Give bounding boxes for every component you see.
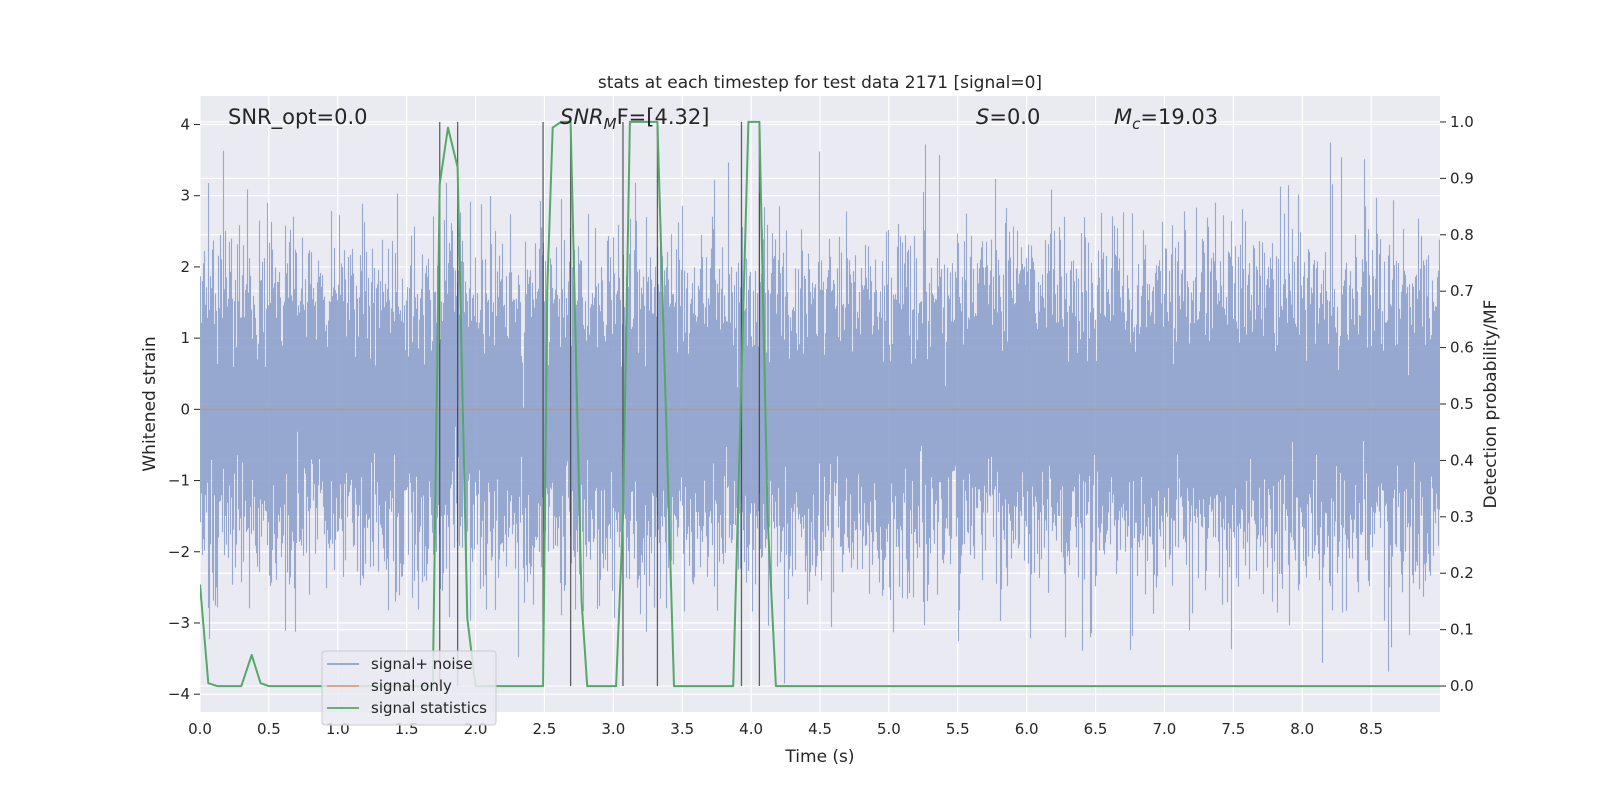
y-axis-label: Whitened strain	[140, 336, 160, 471]
y-tick-label: 2	[180, 258, 190, 276]
x-tick-label: 3.5	[670, 720, 694, 738]
annotation-mc: Mc=19.03	[1114, 105, 1218, 133]
x-axis-label: Time (s)	[784, 747, 854, 767]
annotation-snr-mf: SNRMF=[4.32]	[560, 105, 709, 133]
x-tick-label: 4.5	[808, 720, 832, 738]
annotation-s: S=0.0	[976, 105, 1040, 129]
yr-tick-label: 0.2	[1450, 564, 1474, 582]
signal-statistics-line	[200, 120, 1440, 688]
x-tick-label: 7.0	[1153, 720, 1177, 738]
y-axis-ticks: 4 3 2 1 0 −1 −2 −3 −4	[168, 115, 200, 703]
x-tick-label: 7.5	[1221, 720, 1245, 738]
x-tick-label: 3.0	[601, 720, 625, 738]
legend-label-signal-only: signal only	[371, 677, 452, 695]
legend-label-signal-statistics: signal statistics	[371, 699, 487, 717]
legend-label-signal-noise: signal+ noise	[371, 655, 473, 673]
y-tick-label: −4	[168, 685, 190, 703]
yr-tick-label: 0.9	[1450, 169, 1474, 187]
yr-tick-label: 0.8	[1450, 226, 1474, 244]
signal-statistics-series	[200, 120, 1440, 688]
yr-tick-label: 0.5	[1450, 395, 1474, 413]
x-tick-label: 8.0	[1290, 720, 1314, 738]
y-tick-label: −2	[168, 543, 190, 561]
y-tick-label: −1	[168, 472, 190, 490]
y-right-axis-ticks: 1.0 0.9 0.8 0.7 0.6 0.5 0.4 0.3 0.2 0.1 0.0	[1440, 113, 1474, 695]
x-tick-label: 0.5	[257, 720, 281, 738]
x-tick-label: 4.0	[739, 720, 763, 738]
y-tick-label: 4	[180, 115, 190, 133]
x-tick-label: 5.5	[946, 720, 970, 738]
yr-tick-label: 0.6	[1450, 339, 1474, 357]
chart-title: stats at each timestep for test data 217…	[598, 73, 1042, 93]
y-tick-label: 3	[180, 187, 190, 205]
x-tick-label: 5.0	[877, 720, 901, 738]
x-tick-label: 8.5	[1359, 720, 1383, 738]
yr-tick-label: 0.7	[1450, 282, 1474, 300]
noise-trace	[200, 142, 1440, 684]
y-right-axis-label: Detection probability/MF	[1481, 300, 1501, 509]
yr-tick-label: 0.0	[1450, 677, 1474, 695]
annotation-snr-opt: SNR_opt=0.0	[228, 105, 368, 130]
yr-tick-label: 0.4	[1450, 451, 1474, 469]
yr-tick-label: 0.3	[1450, 508, 1474, 526]
y-tick-label: 1	[180, 329, 190, 347]
y-tick-label: −3	[168, 614, 190, 632]
x-tick-label: 0.0	[188, 720, 212, 738]
y-tick-label: 0	[180, 400, 190, 418]
x-tick-label: 6.0	[1015, 720, 1039, 738]
x-tick-label: 6.5	[1084, 720, 1108, 738]
legend: signal+ noise signal only signal statist…	[321, 650, 497, 726]
signal-noise-series	[200, 142, 1440, 684]
x-tick-label: 2.5	[533, 720, 557, 738]
legend-box	[321, 650, 497, 726]
yr-tick-label: 1.0	[1450, 113, 1474, 131]
yr-tick-label: 0.1	[1450, 621, 1474, 639]
